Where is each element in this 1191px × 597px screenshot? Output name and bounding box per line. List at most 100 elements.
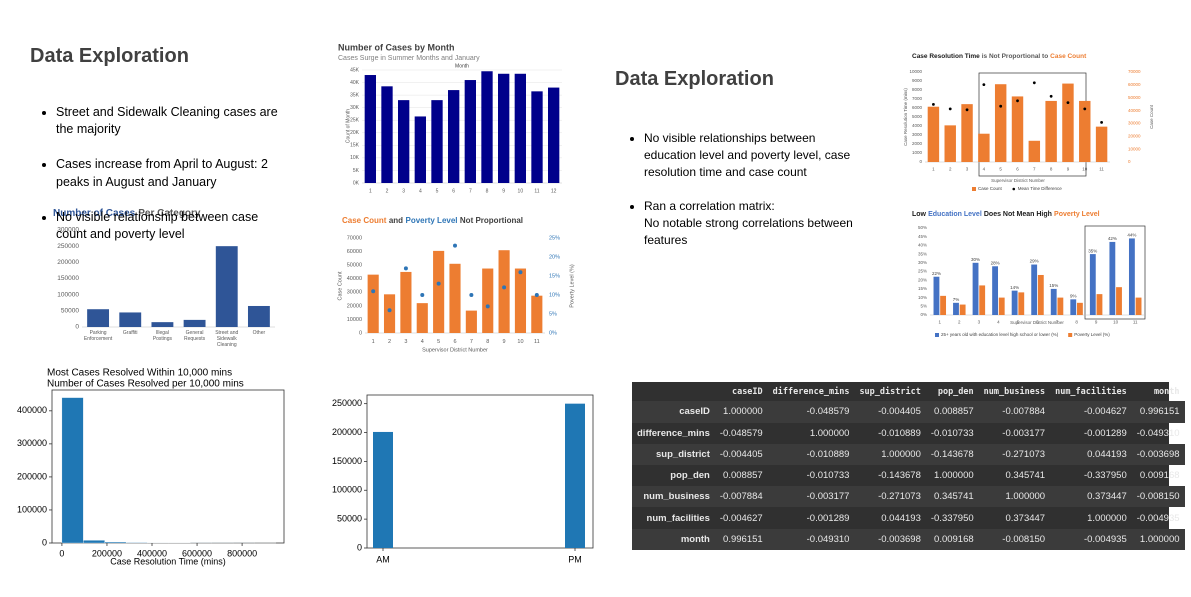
table-cell: 1.000000 bbox=[809, 427, 850, 439]
table-cell: 1.000000 bbox=[1005, 491, 1046, 503]
y2-tick-label: 60000 bbox=[1128, 82, 1141, 87]
dot bbox=[965, 108, 969, 112]
y2-tick-label: 0% bbox=[549, 330, 557, 336]
y2-tick-label: 30000 bbox=[1128, 121, 1141, 126]
y-tick-label: 0 bbox=[919, 159, 922, 164]
slide-title: Data Exploration bbox=[615, 68, 774, 90]
table-cell: -0.143678 bbox=[930, 448, 974, 460]
bar bbox=[1116, 287, 1122, 315]
table-cell: -0.001289 bbox=[1083, 427, 1127, 439]
y-tick-label: 250000 bbox=[332, 398, 362, 408]
bar bbox=[449, 263, 461, 333]
dot bbox=[420, 293, 425, 297]
x-axis-label: Supervisor District Number bbox=[991, 178, 1045, 183]
bar bbox=[953, 302, 959, 315]
table-row: difference_mins -0.048579 1.000000 -0.01088… bbox=[632, 423, 1185, 444]
legend-swatch bbox=[1012, 187, 1016, 191]
dot bbox=[948, 107, 952, 111]
table-cell: -0.049310 bbox=[806, 533, 850, 545]
y2-tick-label: 25% bbox=[549, 235, 560, 241]
data-label: 9% bbox=[1070, 294, 1077, 299]
chart-title: Case Resolution Time is Not Proportional … bbox=[912, 53, 1087, 60]
y-tick-label: 10K bbox=[350, 155, 360, 161]
y2-tick-label: 20% bbox=[549, 254, 560, 260]
histogram-bar bbox=[61, 397, 84, 544]
table-cell: 0.009168 bbox=[934, 533, 974, 545]
y-tick-label: 1000 bbox=[912, 150, 923, 155]
bar bbox=[959, 304, 966, 315]
dot bbox=[371, 289, 376, 294]
y-tick-label: 25% bbox=[918, 269, 927, 274]
y-tick-label: 50000 bbox=[61, 308, 79, 315]
x-tick-label-box: Parking Enforcement bbox=[83, 330, 113, 342]
table-row: num_facilities -0.004627 -0.001289 0.044193… bbox=[632, 507, 1185, 528]
data-label: 30% bbox=[971, 257, 980, 262]
legend-swatch bbox=[935, 333, 939, 337]
legend-swatch bbox=[1068, 333, 1073, 337]
table-cell: 0.008857 bbox=[723, 470, 763, 482]
bar bbox=[992, 266, 999, 315]
y-axis-label: Case Count bbox=[337, 271, 343, 301]
bar bbox=[247, 305, 270, 327]
bar bbox=[1089, 254, 1096, 315]
row-header: caseID bbox=[679, 406, 710, 418]
x-tick-label: 2 bbox=[958, 320, 961, 325]
bar bbox=[1050, 288, 1057, 315]
table-cell: -0.049310 bbox=[1136, 427, 1180, 439]
y-tick-label: 40% bbox=[918, 243, 927, 248]
bullet-list: No visible relationships between educati… bbox=[626, 113, 859, 266]
y-tick-label: 0K bbox=[353, 180, 360, 186]
y-tick-label: 5000 bbox=[912, 114, 923, 119]
column-header: sup_district bbox=[859, 386, 921, 397]
bar bbox=[548, 87, 560, 183]
x-tick-label: 400000 bbox=[137, 548, 167, 558]
y-tick-label: 30% bbox=[918, 260, 927, 265]
y2-tick-label: 50000 bbox=[1128, 95, 1141, 100]
chart-subtitle: Number of Cases Resolved per 10,000 mins bbox=[47, 379, 244, 390]
legend-label: 25+ years old with education level high … bbox=[941, 332, 1059, 337]
x-axis-label: Case Resolution Time (mins) bbox=[110, 556, 226, 566]
bar bbox=[1135, 297, 1142, 315]
chart-title: Low Education Level Does Not Mean High Pove… bbox=[912, 211, 1100, 218]
x-tick-label: 4 bbox=[419, 188, 422, 194]
dot bbox=[999, 104, 1003, 108]
bar bbox=[416, 303, 428, 333]
y-tick-label: 2000 bbox=[912, 141, 923, 146]
y-tick-label: 0 bbox=[42, 537, 47, 547]
y-tick-label: 45% bbox=[918, 234, 927, 239]
x-tick-label: 11 bbox=[1099, 167, 1104, 172]
bar bbox=[481, 71, 493, 183]
y-tick-label: 10000 bbox=[909, 69, 922, 74]
data-label: 28% bbox=[991, 260, 1000, 265]
bar bbox=[1062, 83, 1074, 162]
table-cell: -0.010733 bbox=[806, 470, 850, 482]
x-tick-label: Parking Enforcement bbox=[83, 330, 113, 342]
y2-tick-label: 10000 bbox=[1128, 146, 1141, 151]
chart-title: Number of Cases by Month bbox=[338, 42, 455, 52]
x-tick-label: 3 bbox=[402, 188, 405, 194]
y-tick-label: 300000 bbox=[57, 227, 79, 234]
row-header: difference_mins bbox=[637, 427, 710, 439]
chart-title-part: Poverty Level bbox=[1054, 211, 1100, 218]
bar bbox=[1037, 274, 1044, 315]
y-tick-label: 150000 bbox=[57, 275, 79, 282]
bullet: No visible relationship between case cou… bbox=[56, 209, 288, 244]
bar bbox=[1028, 140, 1041, 162]
bar bbox=[998, 297, 1005, 315]
dot bbox=[1049, 94, 1053, 98]
bar bbox=[1128, 238, 1135, 315]
bar bbox=[482, 268, 494, 333]
table-cell: -0.004935 bbox=[1083, 533, 1127, 545]
x-tick-label: 8 bbox=[1075, 320, 1078, 325]
x-tick-label: 6 bbox=[1036, 320, 1039, 325]
bar bbox=[183, 319, 206, 327]
bar bbox=[1057, 297, 1064, 315]
header-row: caseID difference_mins sup_district pop_den… bbox=[632, 382, 1185, 401]
dot bbox=[485, 304, 490, 309]
table-cell: 1.000000 bbox=[1139, 533, 1180, 545]
x-tick-label: 8 bbox=[486, 188, 489, 194]
row-header: num_facilities bbox=[646, 512, 710, 524]
bar bbox=[531, 295, 543, 333]
y-tick-label: 20K bbox=[350, 130, 360, 136]
bar bbox=[1011, 96, 1024, 162]
